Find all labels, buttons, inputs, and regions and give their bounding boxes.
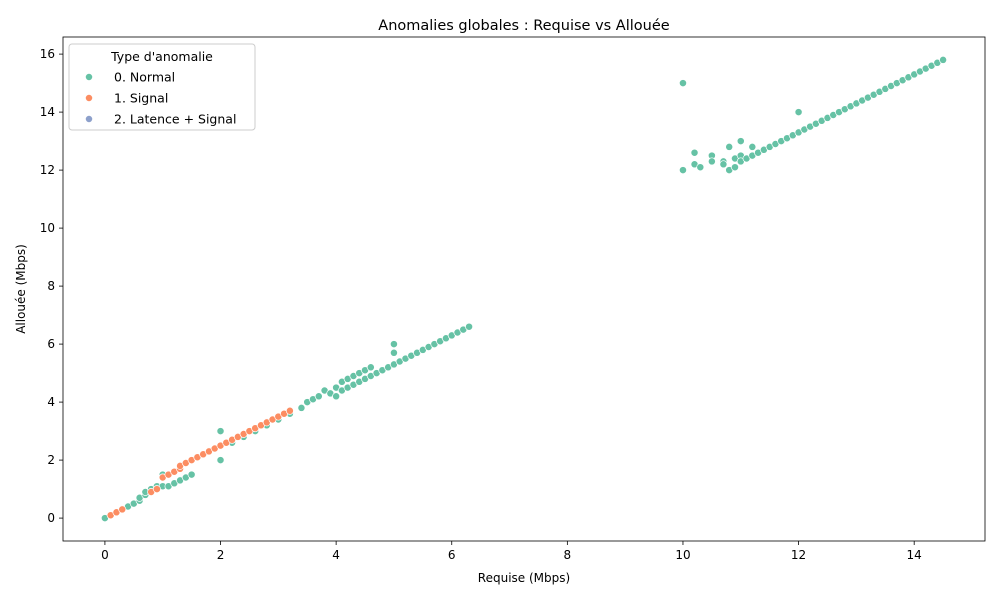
y-tick-label: 8 [47,279,55,293]
x-tick-label: 6 [448,548,456,562]
legend-box [68,43,256,131]
points-layer [100,55,948,523]
legend-label: 1. Signal [114,91,168,106]
data-point [696,163,705,172]
x-tick-label: 0 [101,548,109,562]
x-tick-label: 2 [217,548,225,562]
x-tick-label: 8 [564,548,572,562]
data-point [297,403,306,412]
data-point [187,470,196,479]
y-tick-label: 16 [40,47,55,61]
data-point [679,79,687,88]
legend-label: 2. Latence + Signal [114,112,236,127]
data-point [152,485,161,494]
data-point [725,142,734,151]
data-point [216,427,225,436]
x-tick-label: 14 [907,548,922,562]
x-tick-label: 10 [675,548,690,562]
data-point [679,166,687,175]
data-point [118,505,127,514]
data-point [389,348,398,357]
x-tick-label: 4 [332,548,340,562]
legend-marker [85,94,93,102]
data-point [216,456,225,465]
legend-label: 0. Normal [114,70,175,85]
y-axis-title: Allouée (Mbps) [14,244,28,334]
y-axis: 0 2 4 6 8 10 12 14 16 [40,47,63,525]
legend-marker [85,73,93,81]
legend-marker [85,115,93,123]
data-point [939,55,948,64]
data-point [389,340,398,349]
y-tick-label: 12 [40,163,55,177]
data-point [736,137,745,146]
y-tick-label: 6 [47,337,55,351]
data-point [719,160,728,169]
y-tick-label: 10 [40,221,55,235]
data-point [366,363,375,372]
data-point [794,108,803,117]
legend: Type d'anomalie 0. Normal 1. Signal 2. Lat… [68,43,256,131]
y-tick-label: 2 [47,453,55,467]
data-point [285,406,294,415]
data-point [690,148,699,157]
data-point [707,157,716,166]
x-axis: 0 2 4 6 8 10 12 14 [101,541,922,562]
legend-title: Type d'anomalie [110,49,213,64]
y-tick-label: 14 [40,105,55,119]
data-point [731,163,739,172]
y-tick-label: 0 [47,511,55,525]
data-point [748,142,757,151]
x-axis-title: Requise (Mbps) [478,571,570,585]
y-tick-label: 4 [47,395,55,409]
data-point [465,322,474,331]
plot-frame [62,36,986,542]
chart-title: Anomalies globales : Requise vs Allouée [378,18,669,34]
data-point [332,392,341,401]
x-tick-label: 12 [791,548,806,562]
data-point [314,392,323,401]
